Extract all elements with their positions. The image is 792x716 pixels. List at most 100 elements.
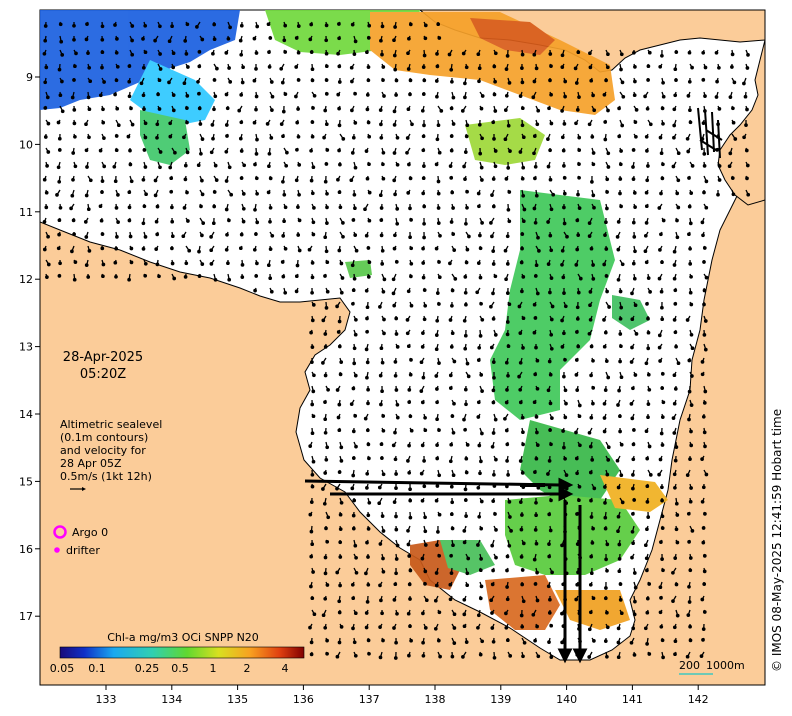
velocity-arrow-head (702, 554, 707, 558)
velocity-arrow-head (310, 345, 315, 349)
velocity-arrow-head (702, 164, 707, 168)
velocity-arrow-head (687, 50, 692, 55)
velocity-arrow-head (478, 652, 483, 657)
velocity-arrow-head (172, 276, 177, 281)
velocity-arrow-head (646, 78, 650, 82)
velocity-arrow-head (337, 106, 341, 111)
velocity-arrow-head (564, 473, 569, 477)
velocity-arrow-head (702, 582, 707, 586)
velocity-arrow-head (560, 135, 565, 140)
velocity-arrow-head (521, 135, 526, 140)
velocity-arrow-head (577, 162, 581, 166)
velocity-arrow-head (493, 149, 498, 153)
velocity-arrow-head (562, 374, 566, 379)
velocity-arrow-head (480, 639, 485, 644)
velocity-arrow-head (365, 329, 369, 334)
velocity-arrow-head (574, 81, 579, 85)
velocity-arrow-head (520, 624, 525, 629)
velocity-arrow-head (421, 640, 425, 645)
colorbar-ticks: 0.05 0.1 0.25 0.5 1 2 4 (50, 662, 289, 675)
velocity-arrow-head (703, 65, 708, 70)
velocity-arrow-head (351, 456, 356, 460)
velocity-arrow-head (520, 513, 524, 517)
velocity-arrow-head (603, 515, 608, 520)
velocity-arrow-head (466, 374, 471, 379)
velocity-arrow-head (101, 120, 106, 125)
velocity-arrow-head (311, 106, 315, 110)
velocity-arrow-head (686, 94, 691, 98)
velocity-arrow-head (434, 571, 439, 575)
velocity-arrow-head (702, 333, 707, 337)
velocity-arrow-head (508, 149, 512, 153)
velocity-arrow-head (45, 164, 49, 168)
velocity-arrow-head (743, 94, 748, 99)
velocity-arrow-head (239, 52, 244, 57)
velocity-arrow-head (588, 470, 593, 475)
velocity-arrow-head (85, 165, 89, 169)
velocity-arrow-head (408, 78, 413, 83)
velocity-arrow-head (437, 361, 441, 365)
velocity-arrow-head (460, 109, 465, 113)
velocity-arrow-head (479, 106, 484, 111)
velocity-arrow-head (673, 67, 678, 72)
velocity-arrow-head (675, 191, 680, 196)
velocity-arrow-head (157, 78, 162, 83)
velocity-arrow-head (43, 80, 48, 85)
velocity-arrow-head (492, 92, 497, 97)
velocity-arrow-head (157, 274, 161, 279)
velocity-arrow-head (548, 401, 553, 406)
velocity-arrow-head (310, 596, 315, 601)
velocity-arrow-head (643, 233, 648, 238)
velocity-arrow-head (336, 92, 341, 97)
velocity-arrow-head (645, 642, 649, 646)
velocity-arrow-head (85, 22, 89, 26)
velocity-arrow-head (503, 416, 507, 421)
velocity-arrow-head (325, 651, 329, 656)
velocity-arrow-head (616, 640, 621, 645)
velocity-arrow-head (435, 417, 439, 422)
velocity-arrow-head (576, 344, 581, 349)
velocity-arrow-head (521, 541, 526, 546)
velocity-arrow-head (270, 233, 275, 238)
velocity-arrow-head (465, 205, 469, 210)
velocity-arrow-head (631, 148, 636, 152)
velocity-arrow-head (490, 543, 495, 548)
velocity-arrow-head (574, 597, 579, 602)
velocity-arrow-head (660, 526, 665, 530)
velocity-arrow-head (549, 655, 554, 659)
velocity-arrow-head (520, 471, 525, 475)
velocity-arrow-head (674, 501, 679, 506)
velocity-arrow-head (463, 427, 467, 432)
velocity-arrow-head (632, 276, 637, 281)
velocity-arrow-head (477, 66, 482, 71)
velocity-arrow-head (56, 120, 61, 125)
velocity-arrow-head (423, 543, 428, 547)
velocity-arrow-head (644, 221, 649, 225)
velocity-arrow-head (395, 135, 400, 140)
velocity-arrow-head (591, 93, 595, 98)
velocity-arrow-head (322, 135, 326, 140)
velocity-arrow-head (657, 345, 662, 350)
velocity-arrow-head (86, 51, 90, 55)
velocity-arrow-head (520, 52, 525, 57)
velocity-arrow-head (534, 193, 539, 198)
velocity-arrow-head (269, 80, 274, 84)
velocity-arrow-head (337, 402, 342, 407)
velocity-arrow-head (99, 218, 104, 223)
velocity-arrow-head (183, 177, 188, 182)
velocity-arrow-head (633, 303, 638, 308)
velocity-arrow-head (308, 37, 313, 42)
velocity-arrow-head (72, 121, 77, 126)
velocity-arrow-head (450, 190, 455, 195)
velocity-arrow-head (354, 317, 358, 322)
velocity-arrow-head (325, 289, 330, 294)
velocity-arrow-head (170, 234, 175, 239)
velocity-arrow-head (631, 165, 635, 169)
velocity-arrow-head (42, 177, 47, 182)
velocity-arrow-head (394, 472, 398, 476)
velocity-arrow-head (630, 555, 634, 560)
velocity-arrow-head (409, 428, 414, 433)
velocity-arrow-head (462, 540, 467, 545)
velocity-arrow-head (366, 65, 371, 69)
velocity-arrow-head (141, 221, 146, 226)
